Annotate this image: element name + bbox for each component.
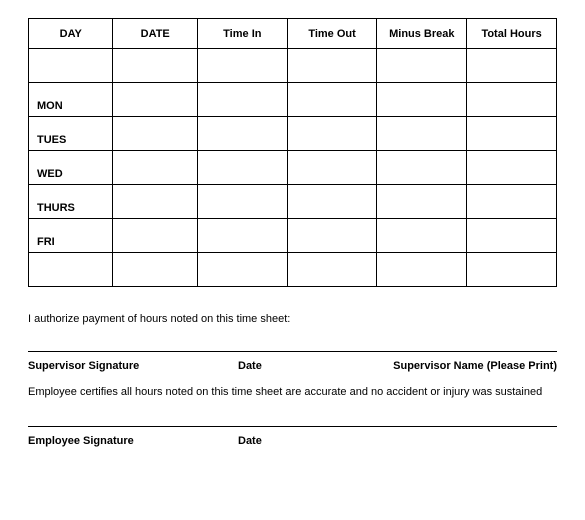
cell xyxy=(467,219,557,253)
cell xyxy=(377,219,467,253)
cell xyxy=(287,117,377,151)
col-time-out: Time Out xyxy=(287,19,377,49)
table-header-row: DAY DATE Time In Time Out Minus Break To… xyxy=(29,19,557,49)
col-day: DAY xyxy=(29,19,113,49)
cell xyxy=(113,253,197,287)
cell xyxy=(197,151,287,185)
timesheet-table: DAY DATE Time In Time Out Minus Break To… xyxy=(28,18,557,287)
employee-sig-label: Employee Signature xyxy=(28,435,238,447)
cell xyxy=(113,49,197,83)
cell xyxy=(377,185,467,219)
cell-day: TUES xyxy=(29,117,113,151)
table-row xyxy=(29,49,557,83)
cell xyxy=(197,253,287,287)
cell xyxy=(467,253,557,287)
cell xyxy=(377,117,467,151)
cell-day xyxy=(29,253,113,287)
cell xyxy=(377,49,467,83)
table-row: WED xyxy=(29,151,557,185)
cell xyxy=(113,117,197,151)
col-total-hours: Total Hours xyxy=(467,19,557,49)
date-label: Date xyxy=(238,360,357,372)
cell xyxy=(113,83,197,117)
supervisor-sig-label: Supervisor Signature xyxy=(28,360,238,372)
cell-day: MON xyxy=(29,83,113,117)
table-row: FRI xyxy=(29,219,557,253)
cell xyxy=(113,185,197,219)
certify-text: Employee certifies all hours noted on th… xyxy=(28,376,557,427)
cell xyxy=(197,117,287,151)
table-row: THURS xyxy=(29,185,557,219)
cell xyxy=(113,219,197,253)
cell xyxy=(287,49,377,83)
table-body: MON TUES WED THURS xyxy=(29,49,557,287)
table-row: TUES xyxy=(29,117,557,151)
cell-day: FRI xyxy=(29,219,113,253)
cell xyxy=(197,219,287,253)
cell-day: WED xyxy=(29,151,113,185)
cell xyxy=(377,151,467,185)
employee-signature-line: Employee Signature Date xyxy=(28,427,557,455)
cell xyxy=(287,151,377,185)
cell xyxy=(467,49,557,83)
table-row: MON xyxy=(29,83,557,117)
cell xyxy=(287,83,377,117)
cell xyxy=(287,219,377,253)
cell xyxy=(113,151,197,185)
authorize-text: I authorize payment of hours noted on th… xyxy=(28,313,557,352)
cell xyxy=(467,83,557,117)
supervisor-signature-line: Supervisor Signature Date Supervisor Nam… xyxy=(28,352,557,376)
cell xyxy=(467,185,557,219)
supervisor-name-label: Supervisor Name (Please Print) xyxy=(357,360,557,372)
cell-day xyxy=(29,49,113,83)
cell xyxy=(287,185,377,219)
cell xyxy=(467,151,557,185)
authorization-section: I authorize payment of hours noted on th… xyxy=(28,313,557,455)
cell xyxy=(467,117,557,151)
cell xyxy=(377,83,467,117)
cell xyxy=(197,83,287,117)
cell-day: THURS xyxy=(29,185,113,219)
cell xyxy=(287,253,377,287)
col-time-in: Time In xyxy=(197,19,287,49)
cell xyxy=(197,49,287,83)
date-label: Date xyxy=(238,435,557,447)
col-date: DATE xyxy=(113,19,197,49)
cell xyxy=(377,253,467,287)
cell xyxy=(197,185,287,219)
col-minus-break: Minus Break xyxy=(377,19,467,49)
table-row xyxy=(29,253,557,287)
